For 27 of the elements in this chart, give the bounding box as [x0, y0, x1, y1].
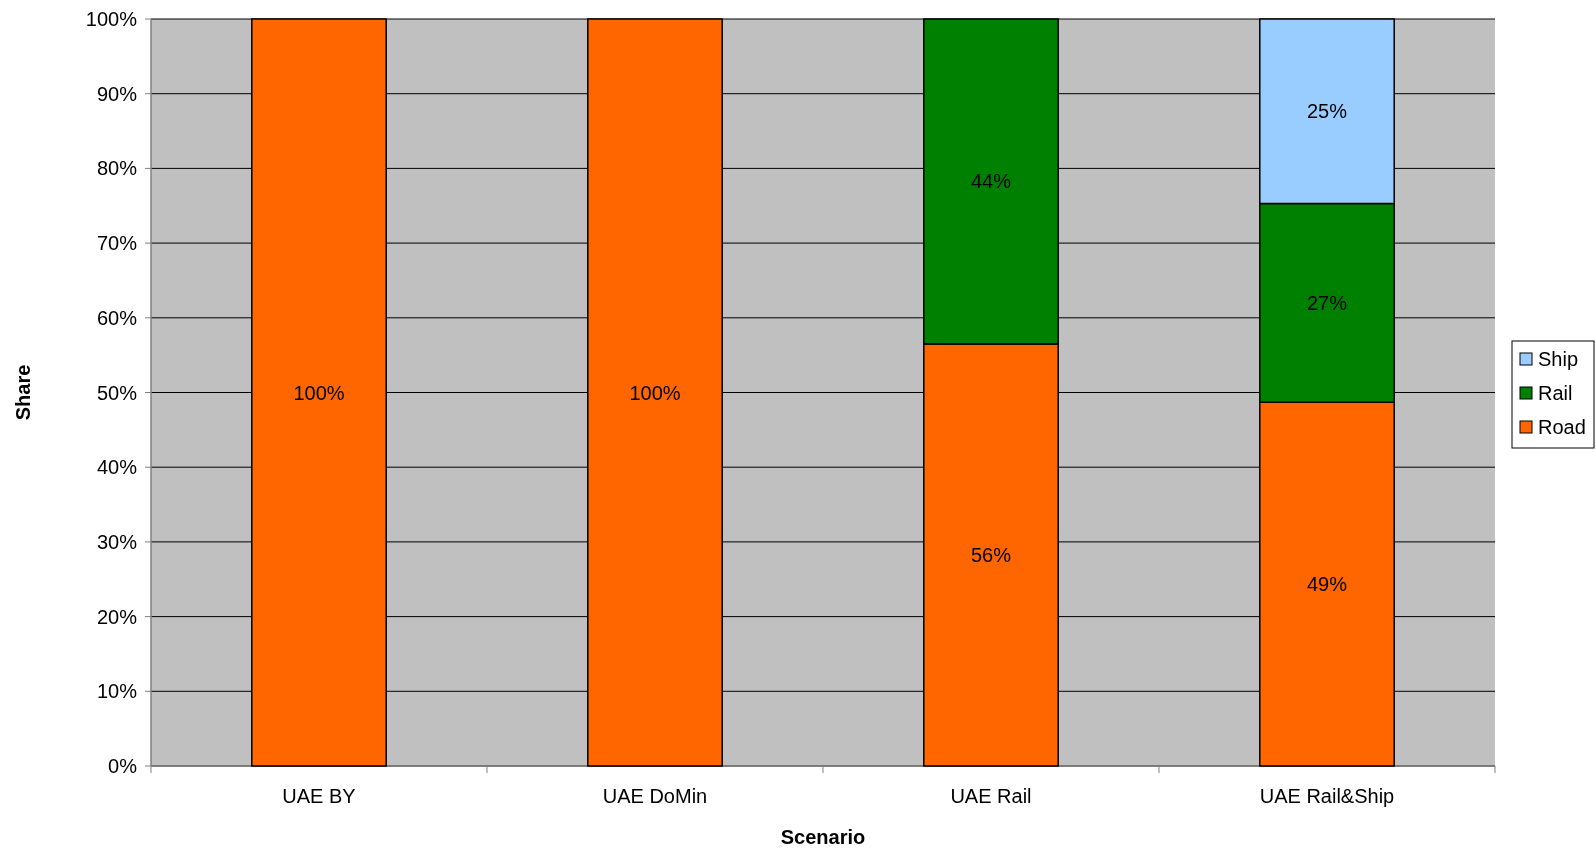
y-tick-label: 60% [96, 306, 138, 329]
x-tick-label: UAE Rail&Ship [1259, 785, 1395, 807]
y-tick-label: 30% [96, 530, 138, 553]
y-tick-label: 70% [96, 232, 138, 255]
legend-label: Road [1538, 416, 1586, 438]
y-axis-title: Share [12, 364, 34, 421]
data-label: 27% [1306, 291, 1348, 314]
y-tick-label: 10% [96, 680, 138, 703]
x-tick-label: UAE Rail [950, 785, 1032, 807]
data-label: 56% [970, 543, 1012, 566]
y-tick-label: 20% [96, 605, 138, 628]
y-tick-label: 40% [96, 456, 138, 479]
legend-label: Ship [1538, 348, 1579, 370]
y-tick-label: 80% [96, 157, 138, 180]
x-tick-label: UAE BY [282, 785, 356, 807]
y-tick-label: 50% [96, 381, 138, 404]
legend-label: Rail [1538, 382, 1573, 404]
data-label: 100% [293, 381, 345, 404]
y-tick-label: 0% [108, 755, 138, 777]
data-label: 44% [970, 170, 1012, 193]
x-axis-title: Scenario [780, 826, 866, 848]
y-tick-label: 100% [85, 8, 138, 30]
x-tick-label: UAE DoMin [602, 785, 708, 807]
data-label: 25% [1306, 100, 1348, 123]
data-label: 49% [1306, 573, 1348, 596]
y-tick-label: 90% [96, 82, 138, 105]
data-label: 100% [629, 381, 681, 404]
